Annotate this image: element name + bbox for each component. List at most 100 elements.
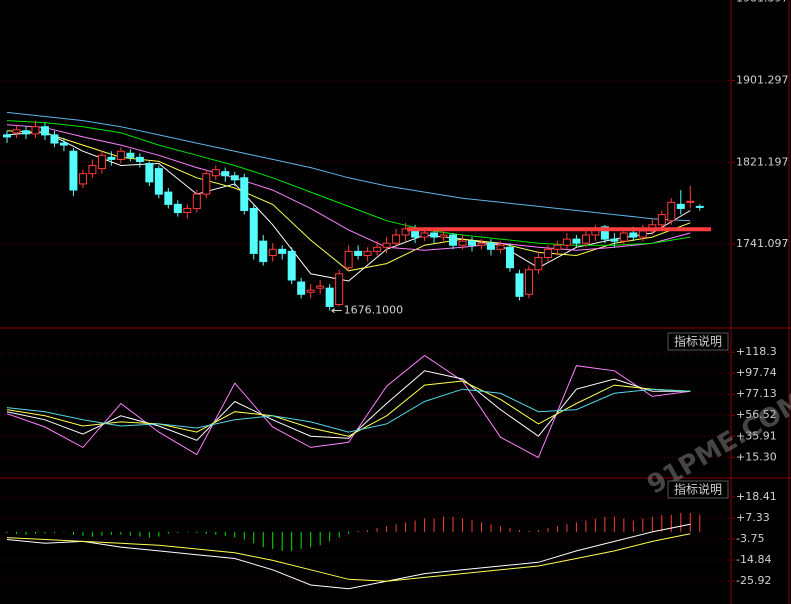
candle-body bbox=[135, 156, 144, 162]
y-tick-label: +97.74 bbox=[736, 366, 777, 379]
candle-body bbox=[259, 240, 268, 263]
candle-body bbox=[686, 200, 695, 203]
candle-body bbox=[249, 207, 258, 254]
candle-body bbox=[50, 134, 59, 144]
indicator-line bbox=[6, 354, 691, 459]
y-tick-label: +15.30 bbox=[736, 450, 777, 463]
indicator-line bbox=[6, 370, 691, 441]
candle-body bbox=[107, 156, 116, 160]
candle-body bbox=[183, 207, 192, 214]
candle-body bbox=[572, 238, 581, 244]
candle-body bbox=[78, 173, 87, 185]
candle-body bbox=[695, 205, 704, 208]
candle-body bbox=[344, 250, 353, 269]
candle-body bbox=[88, 165, 97, 175]
candle-body bbox=[211, 169, 220, 177]
candle-body bbox=[31, 126, 40, 135]
candle-body bbox=[287, 250, 296, 281]
candle-body bbox=[562, 238, 571, 246]
candle-body bbox=[202, 173, 211, 195]
candle-body bbox=[306, 289, 315, 293]
candle-body bbox=[600, 226, 609, 240]
candle-body bbox=[676, 203, 685, 209]
candle-body bbox=[12, 129, 21, 134]
candle-body bbox=[268, 248, 277, 256]
candle-body bbox=[638, 230, 647, 238]
candle-body bbox=[240, 177, 249, 211]
indicator-button[interactable] bbox=[667, 480, 729, 499]
candle-body bbox=[40, 126, 49, 136]
candle-body bbox=[3, 134, 11, 138]
y-tick-label: +118.3 bbox=[736, 345, 777, 358]
candle-body bbox=[354, 250, 363, 256]
candle-body bbox=[316, 285, 325, 289]
candle-body bbox=[173, 203, 182, 214]
indicator-button[interactable] bbox=[667, 332, 729, 351]
candle-body bbox=[230, 175, 239, 181]
y-tick-label: 1821.197 bbox=[736, 155, 789, 168]
candle-body bbox=[667, 201, 676, 222]
candle-body bbox=[449, 234, 458, 246]
candle-body bbox=[221, 171, 230, 177]
candle-body bbox=[97, 154, 106, 170]
candle-body bbox=[439, 234, 448, 238]
candle-body bbox=[534, 256, 543, 271]
y-tick-label: -14.84 bbox=[736, 553, 771, 566]
candle-body bbox=[192, 193, 201, 209]
candle-body bbox=[430, 232, 439, 238]
candle-body bbox=[619, 232, 628, 242]
indicator-line bbox=[6, 388, 691, 433]
candle-body bbox=[496, 244, 505, 250]
indicator-line bbox=[6, 131, 691, 282]
y-tick-label: -25.92 bbox=[736, 574, 771, 587]
candle-body bbox=[610, 238, 619, 242]
candle-body bbox=[657, 214, 666, 226]
candle-body bbox=[154, 168, 163, 195]
candle-body bbox=[477, 242, 486, 246]
candle-body bbox=[126, 152, 135, 158]
candle-body bbox=[116, 150, 125, 160]
y-tick-label: +7.33 bbox=[736, 511, 770, 524]
y-tick-label: 1901.297 bbox=[736, 73, 789, 86]
indicator-line bbox=[6, 380, 691, 437]
candle-body bbox=[458, 240, 467, 246]
min-label: 1676.1000 bbox=[344, 304, 404, 317]
candle-body bbox=[59, 142, 68, 146]
indicator-button-label[interactable]: 指标说明 bbox=[674, 334, 722, 349]
candle-body bbox=[468, 240, 477, 246]
min-arrow bbox=[331, 308, 342, 313]
y-tick-label: -3.75 bbox=[736, 532, 764, 545]
candle-body bbox=[297, 281, 306, 295]
candle-body bbox=[420, 232, 429, 238]
candle-body bbox=[145, 162, 154, 183]
candle-body bbox=[629, 232, 638, 238]
indicator-line bbox=[6, 124, 691, 251]
y-tick-label: +18.41 bbox=[736, 490, 777, 503]
indicator-button-label[interactable]: 指标说明 bbox=[674, 482, 722, 497]
candle-body bbox=[581, 234, 590, 244]
candle-body bbox=[524, 269, 533, 295]
candle-body bbox=[401, 228, 410, 236]
candle-body bbox=[69, 150, 78, 191]
candle-body bbox=[505, 246, 514, 269]
indicator-line bbox=[6, 111, 691, 222]
candle-body bbox=[278, 248, 287, 254]
indicator-line bbox=[6, 523, 691, 590]
candle-body bbox=[392, 234, 401, 244]
candle-body bbox=[373, 246, 382, 252]
candle-body bbox=[553, 244, 562, 250]
indicator-line bbox=[6, 533, 691, 582]
candle-body bbox=[543, 248, 552, 258]
candle-body bbox=[325, 287, 334, 308]
candle-body bbox=[363, 250, 372, 256]
candle-body bbox=[21, 130, 30, 135]
y-tick-label: 1981.397 bbox=[736, 0, 789, 5]
y-tick-label: +56.52 bbox=[736, 408, 777, 421]
candle-body bbox=[382, 242, 391, 248]
candle-body bbox=[164, 191, 173, 205]
candle-body bbox=[486, 242, 495, 250]
y-tick-label: 1741.097 bbox=[736, 237, 789, 250]
